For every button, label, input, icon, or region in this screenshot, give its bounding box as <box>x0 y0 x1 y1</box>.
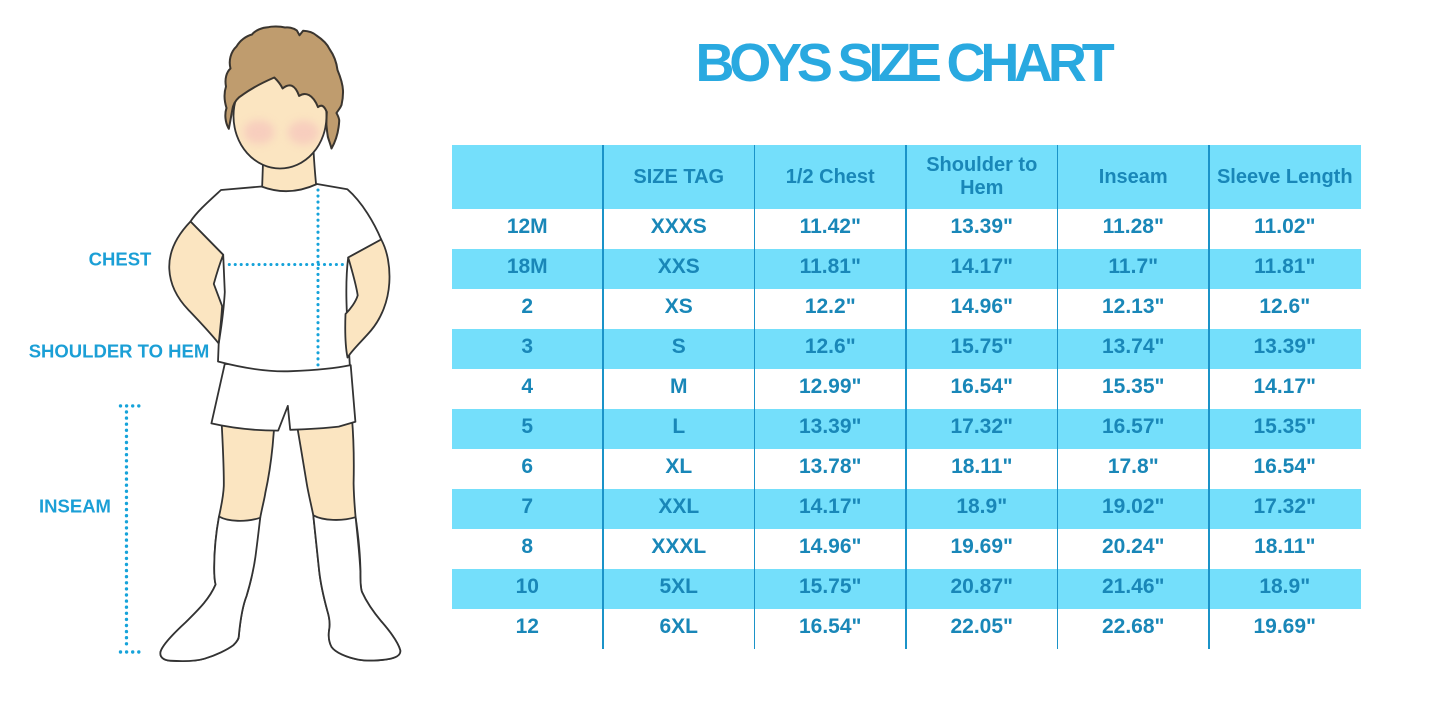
svg-text:INSEAM: INSEAM <box>39 496 111 517</box>
svg-text:CHEST: CHEST <box>89 249 152 270</box>
svg-text:SHOULDER TO HEM: SHOULDER TO HEM <box>29 341 210 362</box>
